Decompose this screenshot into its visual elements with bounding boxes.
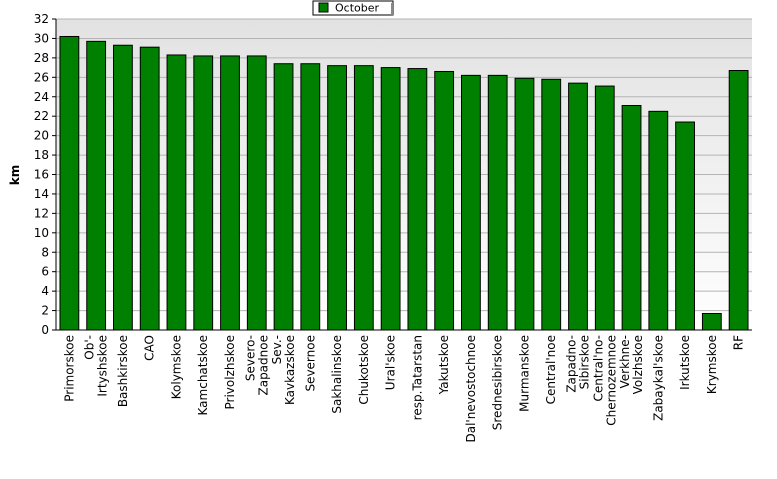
x-tick-label: Kolymskoe: [169, 335, 183, 399]
x-tick-label: Sakhalinskoe: [330, 335, 344, 414]
y-tick-label: 4: [41, 284, 49, 298]
x-tick-label: Dal'nevostochnoe: [464, 335, 478, 443]
bar: [487, 74, 508, 331]
y-tick-label: 8: [41, 245, 49, 259]
x-tick-label: CAO: [143, 335, 157, 361]
x-tick-label: Krymskoe: [705, 335, 719, 394]
legend-label: October: [335, 2, 379, 15]
bars: [59, 35, 749, 331]
x-tick-label: Zapadnoe: [256, 335, 270, 396]
bar: [300, 63, 321, 331]
bar: [648, 110, 669, 331]
bar: [514, 77, 535, 331]
x-tick-label: Irkutskoe: [678, 335, 692, 390]
legend-shadow: [391, 3, 393, 16]
y-tick-label: 24: [34, 90, 49, 104]
x-tick-label: Chukotskoe: [357, 335, 371, 405]
bar: [461, 74, 481, 331]
x-tick-label: Sev.-: [270, 335, 284, 364]
legend: October: [312, 0, 394, 16]
bar: [353, 65, 374, 331]
bar: [541, 78, 562, 331]
x-tick-label: Severnoe: [303, 335, 317, 392]
x-tick-label: Zabaykal'skoe: [651, 335, 665, 421]
bar: [675, 121, 695, 331]
x-tick-label: Severo-: [243, 335, 257, 381]
legend-swatch: [318, 2, 329, 13]
x-tick-label: resp.Tatarstan: [410, 335, 424, 420]
x-tick-label: Murmanskoe: [517, 335, 531, 412]
y-tick-label: 0: [41, 323, 49, 337]
bar: [407, 68, 428, 331]
x-tick-label: Chernozemnoe: [604, 335, 618, 426]
x-tick-label: Privolzhskoe: [223, 335, 237, 409]
x-tick-label: Irtyshskoe: [96, 335, 110, 397]
x-tick-label: Bashkirskoe: [116, 335, 130, 407]
bar: [166, 54, 187, 331]
x-tick-label: Ural'skoe: [384, 335, 398, 390]
bar: [621, 105, 642, 331]
x-tick-label: Zapadno-: [565, 335, 579, 393]
x-tick-label: Sibirskoe: [578, 335, 592, 389]
x-tick-label: Ob'-: [83, 335, 97, 360]
bar: [701, 312, 722, 331]
bar: [380, 67, 401, 331]
x-tick-label: RF: [732, 335, 746, 350]
bar: [220, 55, 240, 331]
y-tick-label: 2: [41, 304, 49, 318]
bar: [246, 55, 267, 331]
bar: [728, 70, 749, 331]
y-tick-label: 32: [34, 12, 49, 26]
bar: [568, 82, 588, 331]
x-tick-label: Yakutskoe: [437, 335, 451, 395]
bar: [594, 85, 615, 331]
x-tick-label: Central'no-: [591, 335, 605, 402]
bar: [434, 70, 455, 331]
bar: [193, 55, 214, 331]
y-tick-label: 26: [34, 70, 49, 84]
bar: [86, 40, 107, 331]
bar: [327, 65, 347, 331]
y-tick-label: 6: [41, 265, 49, 279]
y-tick-label: 20: [34, 129, 49, 143]
bar: [113, 44, 133, 331]
x-tick-label: Central'noe: [544, 335, 558, 404]
x-tick-label: Kamchatskoe: [196, 335, 210, 415]
y-tick-label: 22: [34, 109, 49, 123]
y-tick-label: 28: [34, 51, 49, 65]
x-tick-label: Verkhne-: [618, 335, 632, 388]
x-tick-label: Primorskoe: [62, 335, 76, 402]
bar: [273, 63, 294, 331]
y-tick-label: 30: [34, 31, 49, 45]
x-tick-label: Kavkazskoe: [283, 335, 297, 405]
y-tick-label: 12: [34, 206, 49, 220]
x-tick-label: Volzhskoe: [631, 335, 645, 394]
y-tick-label: 18: [34, 148, 49, 162]
y-tick-label: 10: [34, 226, 49, 240]
bar: [139, 46, 160, 331]
bar: [59, 35, 80, 331]
y-tick-label: 16: [34, 168, 49, 182]
x-tick-label: Srednesibirskoe: [491, 335, 505, 430]
x-tick-labels: Primorskoe Ob'- Irtyshskoe Bashkirskoe CAO Ko…: [62, 335, 745, 443]
y-axis-label: km: [8, 165, 22, 185]
y-tick-label: 14: [34, 187, 49, 201]
